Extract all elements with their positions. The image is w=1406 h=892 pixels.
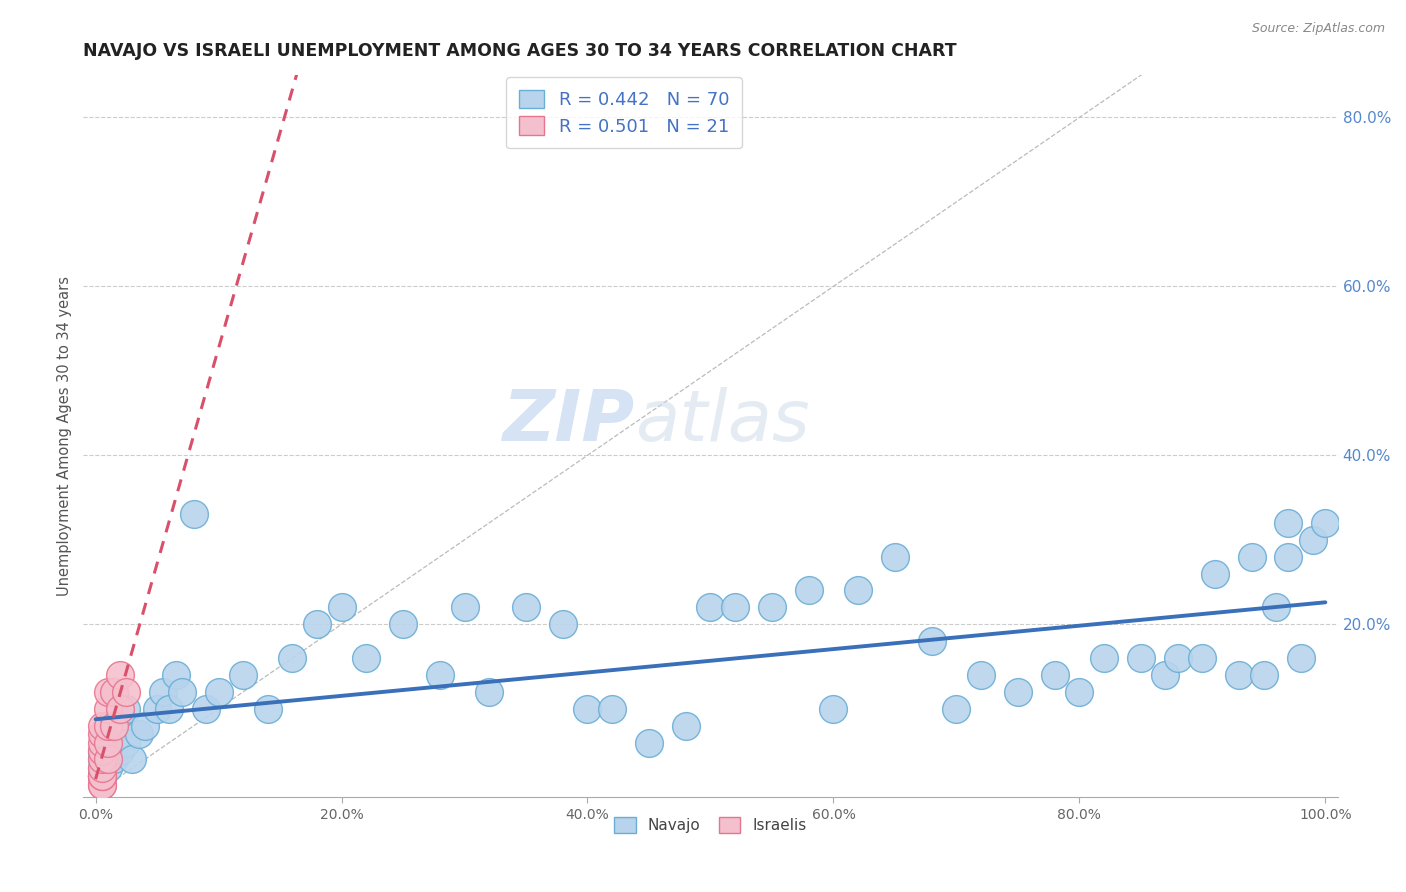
Legend: Navajo, Israelis: Navajo, Israelis <box>603 806 817 844</box>
Point <box>170 685 193 699</box>
Point <box>1277 516 1299 530</box>
Point <box>97 752 120 766</box>
Point <box>195 702 218 716</box>
Point <box>134 719 156 733</box>
Point <box>157 702 180 716</box>
Point <box>108 719 131 733</box>
Point <box>97 702 120 716</box>
Point <box>724 600 747 615</box>
Point <box>90 719 112 733</box>
Point <box>128 727 150 741</box>
Point <box>103 719 125 733</box>
Point <box>90 761 112 775</box>
Point <box>1227 668 1250 682</box>
Point <box>90 778 112 792</box>
Point <box>90 727 112 741</box>
Point <box>453 600 475 615</box>
Point <box>1069 685 1091 699</box>
Point <box>921 634 943 648</box>
Point <box>90 769 112 783</box>
Point <box>305 617 328 632</box>
Point <box>97 735 120 749</box>
Point <box>600 702 623 716</box>
Point <box>945 702 967 716</box>
Point <box>146 702 169 716</box>
Point <box>846 583 869 598</box>
Point <box>90 744 112 758</box>
Point <box>121 752 143 766</box>
Point <box>551 617 574 632</box>
Point <box>115 702 138 716</box>
Point <box>392 617 415 632</box>
Point <box>97 685 120 699</box>
Point <box>1191 651 1213 665</box>
Point <box>281 651 304 665</box>
Text: Source: ZipAtlas.com: Source: ZipAtlas.com <box>1251 22 1385 36</box>
Point <box>97 752 120 766</box>
Point <box>515 600 537 615</box>
Point <box>1240 549 1263 564</box>
Point <box>797 583 820 598</box>
Text: NAVAJO VS ISRAELI UNEMPLOYMENT AMONG AGES 30 TO 34 YEARS CORRELATION CHART: NAVAJO VS ISRAELI UNEMPLOYMENT AMONG AGE… <box>83 42 957 60</box>
Point <box>1204 566 1226 581</box>
Point <box>103 752 125 766</box>
Point <box>90 769 112 783</box>
Point <box>90 752 112 766</box>
Point <box>429 668 451 682</box>
Point <box>1289 651 1312 665</box>
Point <box>884 549 907 564</box>
Point <box>103 735 125 749</box>
Point <box>1277 549 1299 564</box>
Point <box>232 668 254 682</box>
Point <box>1092 651 1115 665</box>
Point <box>1265 600 1288 615</box>
Point <box>97 719 120 733</box>
Point <box>1154 668 1177 682</box>
Point <box>1302 533 1324 547</box>
Point <box>97 735 120 749</box>
Point <box>638 735 661 749</box>
Point <box>108 744 131 758</box>
Point <box>1315 516 1337 530</box>
Point <box>1167 651 1189 665</box>
Text: ZIP: ZIP <box>503 387 636 457</box>
Point <box>256 702 278 716</box>
Point <box>478 685 501 699</box>
Point <box>1043 668 1066 682</box>
Point <box>103 685 125 699</box>
Point <box>90 778 112 792</box>
Point <box>115 685 138 699</box>
Point <box>761 600 783 615</box>
Point <box>354 651 377 665</box>
Point <box>108 668 131 682</box>
Point <box>165 668 187 682</box>
Point <box>108 702 131 716</box>
Point <box>675 719 697 733</box>
Point <box>97 744 120 758</box>
Point <box>699 600 721 615</box>
Point <box>823 702 845 716</box>
Point <box>115 735 138 749</box>
Y-axis label: Unemployment Among Ages 30 to 34 years: Unemployment Among Ages 30 to 34 years <box>58 277 72 597</box>
Point <box>576 702 599 716</box>
Point <box>1129 651 1152 665</box>
Point <box>1253 668 1275 682</box>
Point <box>152 685 174 699</box>
Point <box>90 769 112 783</box>
Point <box>1007 685 1029 699</box>
Point <box>330 600 353 615</box>
Text: atlas: atlas <box>636 387 810 457</box>
Point <box>90 735 112 749</box>
Point <box>90 761 112 775</box>
Point <box>183 508 205 522</box>
Point <box>97 761 120 775</box>
Point <box>90 752 112 766</box>
Point <box>90 769 112 783</box>
Point <box>90 769 112 783</box>
Point <box>90 744 112 758</box>
Point <box>207 685 229 699</box>
Point <box>970 668 993 682</box>
